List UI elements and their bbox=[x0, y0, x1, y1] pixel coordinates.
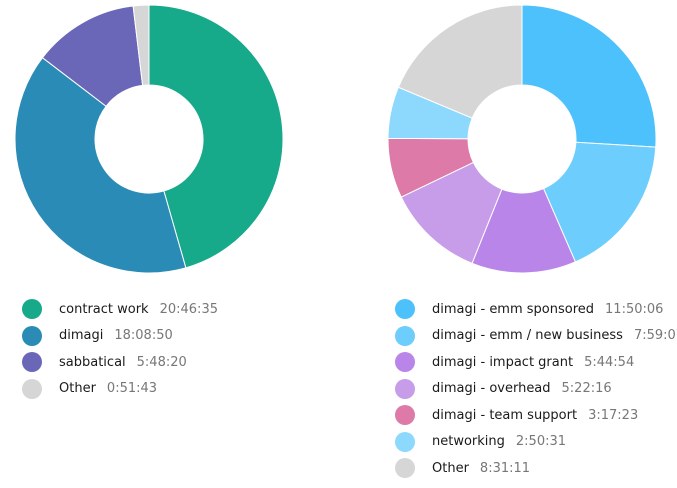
legend-label: Other bbox=[59, 381, 96, 397]
legend-swatch bbox=[22, 352, 42, 373]
legend-right: dimagi - emm sponsored 11:50:06 dimagi - e… bbox=[395, 296, 677, 482]
legend-item[interactable]: dimagi - team support 3:17:23 bbox=[395, 402, 677, 429]
donut-slice[interactable] bbox=[542, 141, 657, 263]
legend-duration: 3:17:23 bbox=[588, 407, 639, 423]
legend-item[interactable]: dimagi - overhead 5:22:16 bbox=[395, 376, 677, 403]
legend-left: contract work 20:46:35 dimagi 18:08:50 sabba… bbox=[22, 296, 218, 402]
legend-label: dimagi bbox=[59, 328, 104, 344]
legend-duration: 2:50:31 bbox=[515, 434, 567, 450]
legend-duration: 0:51:43 bbox=[106, 381, 158, 397]
legend-duration: 18:08:50 bbox=[114, 328, 173, 344]
legend-item[interactable]: sabbatical 5:48:20 bbox=[22, 349, 218, 376]
legend-swatch bbox=[395, 378, 415, 399]
legend-duration: 11:50:06 bbox=[605, 301, 664, 317]
legend-swatch bbox=[22, 378, 42, 399]
legend-item[interactable]: dimagi - emm / new business 7:59:07 bbox=[395, 323, 677, 350]
legend-label: dimagi - team support bbox=[432, 407, 578, 423]
legend-swatch bbox=[395, 352, 415, 373]
donut-slice[interactable] bbox=[132, 4, 150, 86]
legend-swatch bbox=[395, 405, 415, 426]
legend-swatch bbox=[395, 458, 415, 479]
legend-swatch bbox=[22, 325, 42, 346]
legend-label: dimagi - impact grant bbox=[432, 354, 574, 370]
donut-slice[interactable] bbox=[521, 4, 657, 148]
legend-label: dimagi - overhead bbox=[432, 381, 551, 397]
legend-label: dimagi - emm / new business bbox=[432, 328, 623, 344]
legend-label: contract work bbox=[59, 301, 149, 317]
legend-item[interactable]: contract work 20:46:35 bbox=[22, 296, 218, 323]
legend-item[interactable]: Other 0:51:43 bbox=[22, 376, 218, 403]
legend-item[interactable]: dimagi - impact grant 5:44:54 bbox=[395, 349, 677, 376]
legend-duration: 7:59:07 bbox=[633, 328, 677, 344]
legend-swatch bbox=[395, 299, 415, 320]
legend-label: sabbatical bbox=[59, 354, 126, 370]
legend-swatch bbox=[395, 431, 415, 452]
legend-item[interactable]: networking 2:50:31 bbox=[395, 429, 677, 456]
legend-duration: 5:22:16 bbox=[561, 381, 612, 397]
legend-duration: 5:48:20 bbox=[136, 354, 187, 370]
donut-chart-right bbox=[387, 4, 657, 274]
legend-label: dimagi - emm sponsored bbox=[432, 301, 595, 317]
legend-item[interactable]: Other 8:31:11 bbox=[395, 455, 677, 482]
legend-label: Other bbox=[432, 460, 469, 476]
legend-label: networking bbox=[432, 434, 505, 450]
donut-slice[interactable] bbox=[397, 4, 523, 119]
legend-item[interactable]: dimagi 18:08:50 bbox=[22, 323, 218, 350]
donut-slice[interactable] bbox=[148, 4, 284, 269]
donut-slice[interactable] bbox=[14, 57, 187, 274]
legend-swatch bbox=[395, 325, 415, 346]
legend-duration: 20:46:35 bbox=[159, 301, 218, 317]
legend-swatch bbox=[22, 299, 42, 320]
legend-duration: 5:44:54 bbox=[584, 354, 635, 370]
donut-slice[interactable] bbox=[471, 187, 577, 274]
legend-duration: 8:31:11 bbox=[479, 460, 531, 476]
legend-item[interactable]: dimagi - emm sponsored 11:50:06 bbox=[395, 296, 677, 323]
donut-chart-left bbox=[14, 4, 284, 274]
